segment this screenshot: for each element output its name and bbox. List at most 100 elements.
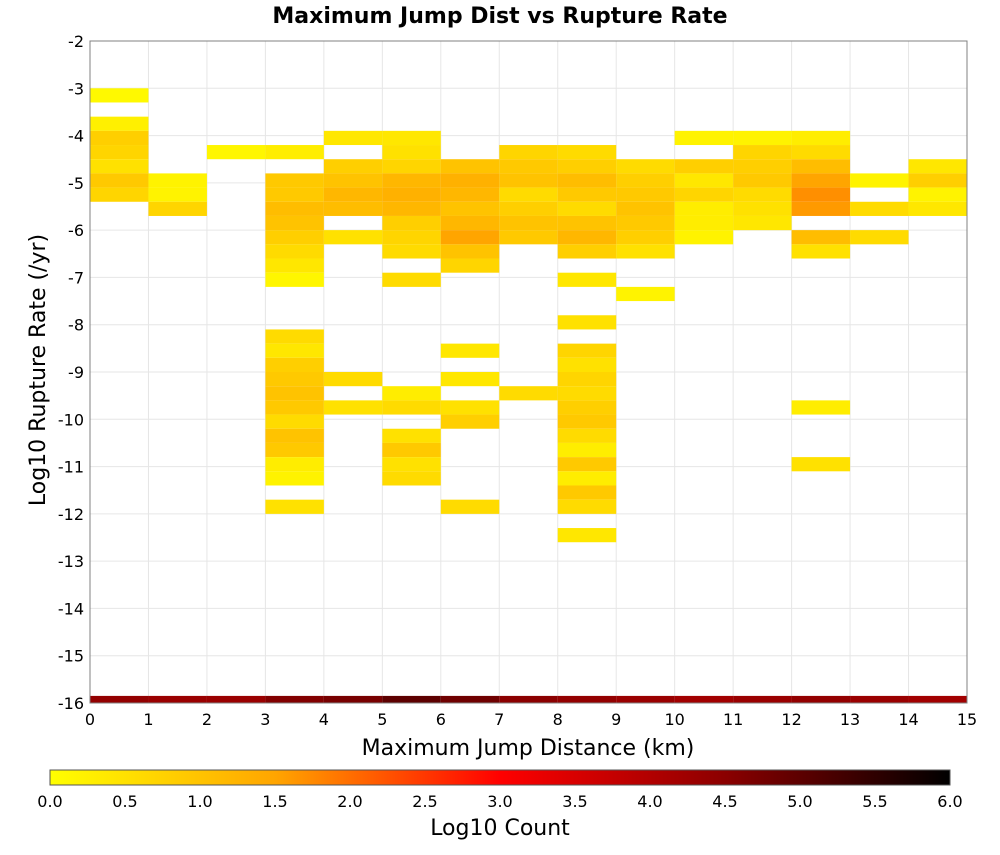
heatmap-cell	[499, 230, 558, 245]
heatmap-cell	[265, 471, 324, 486]
x-tick-label: 0	[85, 710, 95, 729]
heatmap-cell	[265, 230, 324, 245]
heatmap-cell	[265, 357, 324, 372]
heatmap-cell	[908, 173, 967, 188]
heatmap-cell	[499, 159, 558, 174]
y-tick-label: -16	[58, 694, 84, 713]
heatmap-cell	[616, 215, 675, 231]
heatmap-cell	[499, 145, 558, 160]
heatmap-cell	[733, 145, 792, 160]
heatmap-cell	[90, 145, 149, 160]
heatmap-cell	[674, 159, 734, 174]
heatmap-cell	[557, 485, 617, 500]
strip-cell	[908, 695, 967, 703]
heatmap-cell	[382, 130, 441, 146]
strip-cell	[206, 695, 266, 703]
y-tick-labels: -2 -3 -4 -5 -6 -7 -8 -9 -10 -11 -12 -13 -14 -15 -16	[58, 32, 84, 713]
x-tick-label: 8	[553, 710, 563, 729]
colorbar-tick-label: 2.0	[337, 792, 362, 811]
y-tick-label: -8	[68, 316, 84, 335]
x-tick-label: 6	[436, 710, 446, 729]
colorbar-tick-label: 5.0	[787, 792, 812, 811]
heatmap-cell	[733, 187, 792, 202]
y-tick-label: -9	[68, 363, 84, 382]
heatmap-cell	[265, 386, 324, 401]
heatmap-cell	[90, 116, 149, 131]
heatmap-cell	[440, 499, 500, 514]
y-tick-label: -3	[68, 79, 84, 98]
heatmap-cell	[733, 173, 792, 188]
heatmap-cell	[382, 457, 441, 472]
heatmap-cell	[323, 400, 383, 415]
heatmap-cell	[499, 173, 558, 188]
strip-cell	[323, 695, 383, 703]
heatmap-cell	[557, 428, 617, 443]
heatmap-cell	[382, 187, 441, 202]
heatmap-cell	[323, 173, 383, 188]
x-axis-label: Maximum Jump Distance (km)	[362, 736, 695, 761]
heatmap-cell	[850, 230, 909, 245]
heatmap-cell	[265, 187, 324, 202]
x-tick-label: 9	[611, 710, 621, 729]
heatmap-cell	[557, 471, 617, 486]
heatmap-cell	[616, 159, 675, 174]
heatmap-cell	[616, 286, 675, 302]
colorbar-tick-label: 3.0	[487, 792, 512, 811]
x-tick-label: 11	[723, 710, 743, 729]
heatmap-cell	[499, 187, 558, 202]
heatmap-cell	[557, 414, 617, 429]
heatmap-cell	[557, 173, 617, 188]
strip-cell	[674, 695, 734, 703]
heatmap-cell	[440, 258, 500, 273]
heatmap-cell	[674, 187, 734, 202]
strip-cell	[440, 695, 500, 703]
heatmap-cell	[557, 528, 617, 543]
heatmap-cell	[616, 244, 675, 259]
heatmap-cell	[674, 201, 734, 216]
y-tick-label: -15	[58, 647, 84, 666]
x-tick-label: 12	[781, 710, 801, 729]
x-tick-label: 13	[840, 710, 860, 729]
heatmap-cell	[323, 159, 383, 174]
strip-cell	[499, 695, 558, 703]
heatmap-cell	[323, 187, 383, 202]
x-tick-label: 7	[494, 710, 504, 729]
x-tick-labels: 0 1 2 3 4 5 6 7 8 9 10 11 12 13 14 15	[85, 710, 977, 729]
heatmap-cell	[382, 272, 441, 287]
colorbar-tick-label: 3.5	[562, 792, 587, 811]
strip-cell	[148, 695, 207, 703]
heatmap-cell	[499, 386, 558, 401]
heatmap-cell	[440, 343, 500, 358]
y-tick-label: -14	[58, 599, 84, 618]
heatmap-cell	[733, 201, 792, 216]
heatmap-cell	[440, 244, 500, 259]
heatmap-cell	[557, 145, 617, 160]
strip-cell	[733, 695, 792, 703]
heatmap-cell	[557, 159, 617, 174]
heatmap-cell	[382, 471, 441, 486]
heatmap-cell	[148, 173, 207, 188]
heatmap-cell	[382, 428, 441, 443]
heatmap-cell	[791, 159, 851, 174]
heatmap-cell	[557, 499, 617, 514]
heatmap-cell	[265, 414, 324, 429]
heatmap-cell	[557, 372, 617, 387]
colorbar	[49, 769, 951, 786]
y-tick-label: -12	[58, 505, 84, 524]
heatmap-cell	[440, 372, 500, 387]
strip-cell	[616, 695, 675, 703]
heatmap-cell	[382, 400, 441, 415]
heatmap-cell	[440, 159, 500, 174]
heatmap-cell	[791, 187, 851, 202]
heatmap-cell	[265, 173, 324, 188]
heatmap-cell	[908, 187, 967, 202]
heatmap-cell	[557, 272, 617, 287]
y-tick-label: -4	[68, 127, 84, 146]
heatmap-cell	[382, 173, 441, 188]
colorbar-tick-label: 0.5	[112, 792, 137, 811]
heatmap-cell	[791, 244, 851, 259]
heatmap-cell	[557, 315, 617, 330]
heatmap-cell	[557, 386, 617, 401]
y-tick-label: -7	[68, 268, 84, 287]
heatmap-cell	[440, 187, 500, 202]
